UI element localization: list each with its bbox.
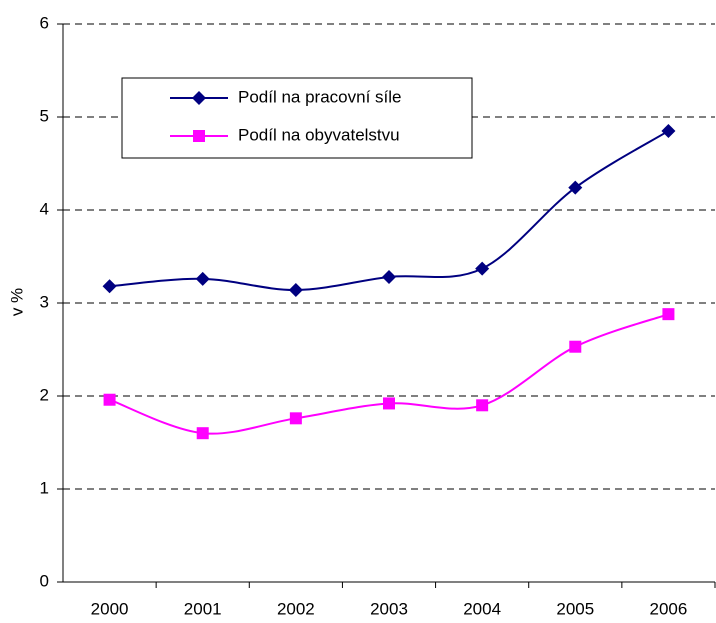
x-tick-label: 2003 xyxy=(370,599,408,618)
x-tick-label: 2002 xyxy=(277,599,315,618)
x-tick-label: 2004 xyxy=(463,599,501,618)
marker xyxy=(476,399,489,412)
marker xyxy=(569,340,582,353)
marker xyxy=(661,123,676,138)
legend-label: Podíl na pracovní síle xyxy=(238,87,401,106)
marker xyxy=(195,271,210,286)
marker xyxy=(192,91,206,105)
marker xyxy=(289,412,302,425)
marker xyxy=(196,427,209,440)
marker xyxy=(193,130,205,142)
series-line xyxy=(109,313,669,435)
y-tick-label: 4 xyxy=(40,199,49,218)
marker xyxy=(662,308,675,321)
y-tick-label: 0 xyxy=(40,571,49,590)
legend-box xyxy=(121,77,473,159)
x-tick-label: 2006 xyxy=(650,599,688,618)
y-axis-label: v % xyxy=(7,288,26,316)
marker xyxy=(102,279,117,294)
x-tick-label: 2001 xyxy=(184,599,222,618)
y-tick-label: 3 xyxy=(40,292,49,311)
x-tick-label: 2005 xyxy=(556,599,594,618)
legend-label: Podíl na obyvatelstvu xyxy=(238,125,400,144)
y-tick-label: 1 xyxy=(40,478,49,497)
marker xyxy=(568,180,583,195)
y-tick-label: 6 xyxy=(40,13,49,32)
marker xyxy=(383,397,395,410)
marker xyxy=(475,261,490,276)
y-tick-label: 2 xyxy=(40,385,49,404)
marker xyxy=(103,393,116,406)
x-tick-label: 2000 xyxy=(91,599,129,618)
y-tick-label: 5 xyxy=(40,106,49,125)
marker xyxy=(288,282,303,297)
marker xyxy=(382,269,396,284)
